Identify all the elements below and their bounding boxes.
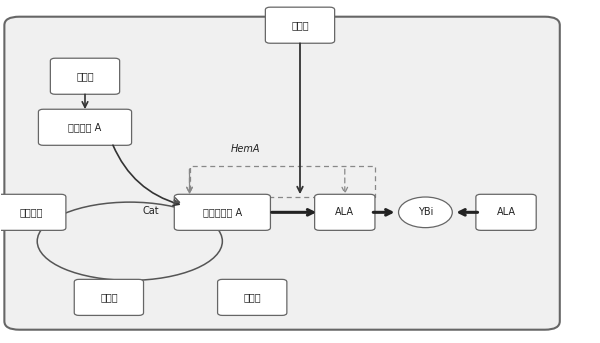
FancyBboxPatch shape [50,58,119,94]
FancyBboxPatch shape [0,194,66,230]
Text: Cat: Cat [142,205,159,216]
Text: 琥珀酰辅酶 A: 琥珀酰辅酶 A [203,207,242,217]
FancyBboxPatch shape [218,279,287,316]
Ellipse shape [398,197,452,228]
Text: 丙酮酸: 丙酮酸 [76,71,94,81]
FancyBboxPatch shape [174,194,271,230]
Text: YBi: YBi [418,207,433,217]
Text: 甘氨酸: 甘氨酸 [291,20,309,30]
Text: ALA: ALA [497,207,515,217]
Text: ALA: ALA [335,207,354,217]
FancyBboxPatch shape [4,17,560,330]
FancyBboxPatch shape [476,194,536,230]
Text: 草酰乙酸: 草酰乙酸 [19,207,43,217]
FancyBboxPatch shape [265,7,335,43]
FancyBboxPatch shape [38,109,131,145]
Text: 甘氨酸: 甘氨酸 [244,292,261,303]
FancyBboxPatch shape [74,279,143,316]
Text: HemA: HemA [230,144,260,154]
Text: 琥珀酸: 琥珀酸 [100,292,118,303]
Text: 乙酰辅酶 A: 乙酰辅酶 A [68,122,101,132]
FancyBboxPatch shape [314,194,375,230]
